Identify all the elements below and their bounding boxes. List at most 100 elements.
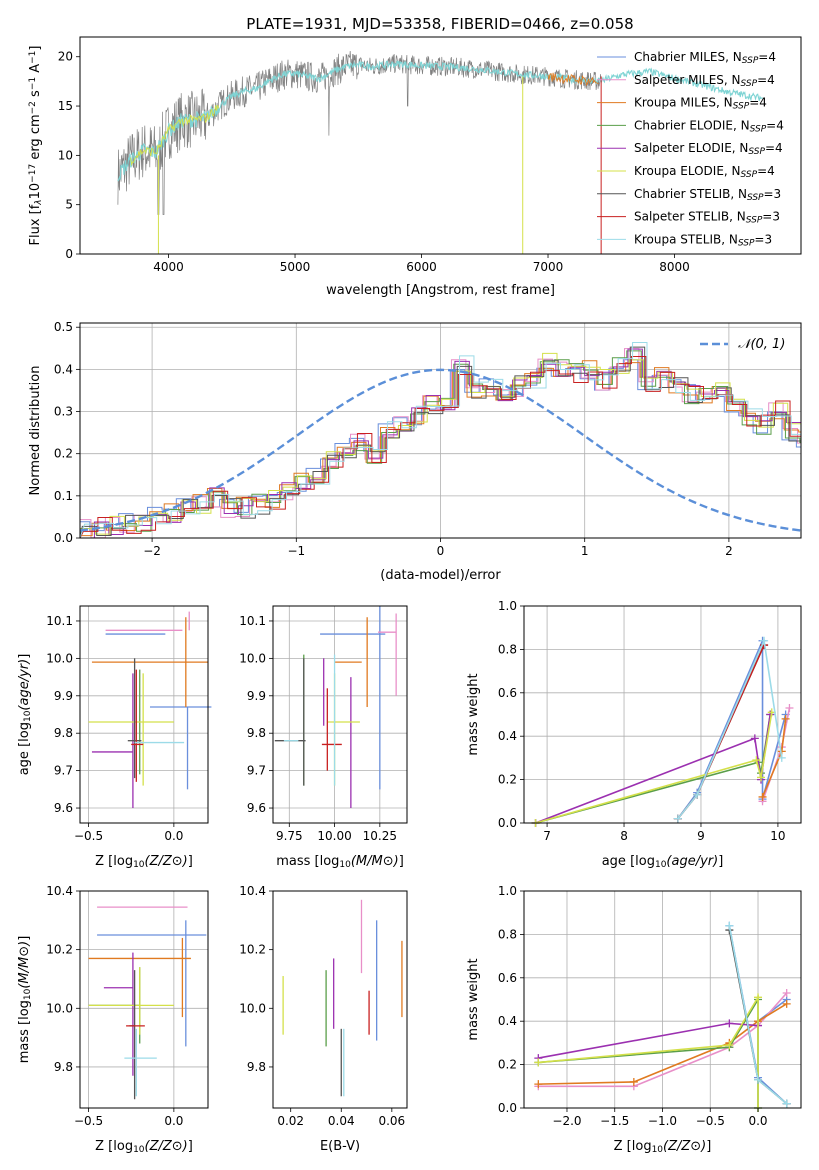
- axis-label-part: Z [log: [614, 1139, 652, 1154]
- x-tick-label: 10: [770, 829, 785, 843]
- y-tick-label: 0.8: [498, 642, 517, 656]
- panel-residuals: −2 −1 0 1 2 0.0 0.1 0.2 0.3 0.4 0.5 (data-model)/er…: [28, 320, 802, 583]
- legend-name: Chabrier ELODIE, N: [634, 118, 750, 132]
- legend-nssp: =4: [757, 73, 775, 87]
- y-tick-label: 10.2: [239, 943, 266, 957]
- legend-subscript: SSP: [746, 216, 763, 226]
- axis-label-part: (Z/Z⊙): [663, 1139, 706, 1154]
- series-marker: [725, 1019, 734, 1028]
- series-marker: [693, 790, 702, 799]
- series-marker: [750, 734, 759, 743]
- legend-name: Salpeter MILES, N: [634, 73, 741, 87]
- axis-label-part: 10: [652, 1145, 664, 1155]
- histogram-series: [80, 341, 801, 538]
- axis-label-part: age [log: [602, 854, 655, 869]
- y-tick-label: 1.0: [498, 884, 517, 898]
- y-axis-label-part: 10: [28, 183, 43, 200]
- y-tick-label: 10.4: [239, 884, 266, 898]
- y-tick-label: 0.0: [498, 816, 517, 830]
- legend-name: Salpeter ELODIE, N: [634, 141, 748, 155]
- legend-nssp: =4: [766, 118, 784, 132]
- legend-label: Salpeter MILES, NSSP=4: [634, 73, 775, 89]
- panel-mass_vs_ebv: 0.02 0.04 0.06 9.8 10.0 10.2 10.4 E(B-V): [239, 884, 408, 1154]
- legend-subscript: SSP: [750, 125, 767, 135]
- axis-label-part: Z [log: [95, 1139, 133, 1154]
- series-marker: [754, 1075, 763, 1084]
- y-tick-label: 0: [65, 247, 73, 261]
- y-axis-label-part: −1: [28, 51, 38, 64]
- y-tick-label: 10.0: [46, 1001, 73, 1015]
- x-tick-label: 6000: [406, 260, 437, 274]
- legend-name: Kroupa ELODIE, N: [634, 164, 741, 178]
- y-tick-label: 0.0: [54, 531, 73, 545]
- y-tick-label: 0.3: [54, 405, 73, 419]
- y-tick-label: 10: [58, 148, 73, 162]
- x-tick-label: 0.0: [748, 1114, 767, 1128]
- x-tick-label: −2.0: [552, 1114, 581, 1128]
- panel-age_vs_mass: 9.75 10.00 10.25 9.6 9.7 9.8 9.9 10.0 10.1 mass […: [239, 605, 408, 870]
- x-axis-label: E(B-V): [320, 1139, 360, 1154]
- axis-label-part: ]: [188, 854, 193, 869]
- y-axis-label: Flux [fλ10−17 erg cm−2 s−1 A−1]: [28, 46, 44, 246]
- legend-label: Salpeter STELIB, NSSP=3: [634, 210, 780, 226]
- x-tick-label: −0.5: [74, 829, 103, 843]
- x-tick-label: 8: [620, 829, 628, 843]
- y-axis-label: mass weight: [466, 673, 481, 755]
- legend-name: Salpeter STELIB, N: [634, 210, 746, 224]
- y-tick-label: 10.0: [239, 651, 266, 665]
- series-marker: [760, 636, 769, 645]
- y-tick-label: 9.6: [247, 801, 266, 815]
- legend-name: Kroupa MILES, N: [634, 96, 733, 110]
- x-tick-label: 7: [543, 829, 551, 843]
- y-axis-label: mass weight: [466, 958, 481, 1040]
- axis-label-part: 10: [23, 988, 33, 1000]
- y-tick-label: 9.7: [54, 764, 73, 778]
- y-tick-label: 0.6: [498, 971, 517, 985]
- legend-label: Chabrier STELIB, NSSP=3: [634, 187, 781, 203]
- axis-label-part: (M/M⊙): [351, 854, 399, 869]
- axes-frame: [79, 890, 209, 1109]
- axis-label-part: ]: [17, 654, 32, 659]
- legend-subscript: SSP: [733, 102, 750, 112]
- legend-subscript: SSP: [748, 147, 765, 157]
- legend-nssp: =3: [764, 187, 782, 201]
- y-axis-label-part: A: [28, 64, 43, 77]
- y-tick-label: 0.0: [498, 1101, 517, 1115]
- x-tick-label: 9: [697, 829, 705, 843]
- legend-nssp: =3: [762, 210, 780, 224]
- y-tick-label: 9.8: [54, 1060, 73, 1074]
- y-axis-label-part: ]: [28, 46, 43, 51]
- x-tick-label: −1.5: [600, 1114, 629, 1128]
- x-tick-label: 9.75: [276, 829, 303, 843]
- axis-label-part: Z [log: [95, 854, 133, 869]
- histogram-series: [80, 350, 801, 538]
- x-tick-label: 0: [437, 544, 445, 558]
- x-tick-label: −1.0: [648, 1114, 677, 1128]
- legend-label: Kroupa STELIB, NSSP=3: [634, 232, 772, 248]
- x-axis-label: Z [log10(Z/Z⊙)]: [95, 854, 193, 870]
- legend-nssp: =3: [754, 232, 772, 246]
- y-tick-label: 0.8: [498, 927, 517, 941]
- y-tick-label: 9.9: [247, 689, 266, 703]
- y-tick-label: 1.0: [498, 599, 517, 613]
- axis-label-part: mass [log: [276, 854, 339, 869]
- legend-subscript: SSP: [741, 170, 758, 180]
- series-line: [538, 996, 759, 1108]
- axis-label-part: 10: [655, 860, 667, 870]
- axes-frame: [272, 890, 408, 1109]
- x-tick-label: −0.5: [74, 1114, 103, 1128]
- legend-subscript: SSP: [738, 239, 755, 249]
- y-tick-label: 10.0: [239, 1001, 266, 1015]
- x-tick-label: 1: [581, 544, 589, 558]
- y-tick-label: 0.1: [54, 489, 73, 503]
- histogram-series: [80, 356, 801, 538]
- series-marker: [758, 792, 767, 801]
- y-tick-label: 0.4: [498, 729, 517, 743]
- legend-nssp: =4: [758, 50, 776, 64]
- figure-title: PLATE=1931, MJD=53358, FIBERID=0466, z=0…: [246, 15, 633, 33]
- axis-label-part: ]: [188, 1139, 193, 1154]
- y-tick-label: 10.4: [46, 884, 73, 898]
- axis-label-part: (Z/Z⊙): [145, 1139, 188, 1154]
- axis-label-part: 10: [339, 860, 351, 870]
